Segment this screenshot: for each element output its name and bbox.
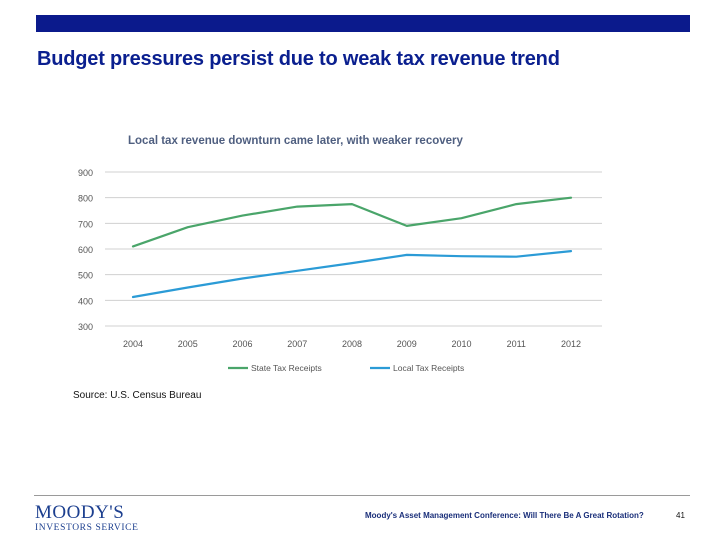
logo-subtitle: INVESTORS SERVICE bbox=[35, 523, 139, 533]
series-lines bbox=[131, 196, 573, 299]
gridlines bbox=[105, 171, 602, 327]
x-tick-label: 2005 bbox=[178, 339, 198, 349]
x-tick-label: 2004 bbox=[123, 339, 143, 349]
footer-conference-text: Moody's Asset Management Conference: Wil… bbox=[365, 511, 644, 520]
x-tick-label: 2009 bbox=[397, 339, 417, 349]
x-axis-ticks: 2004 2005 2006 2007 2008 2009 2010 2011 2012 bbox=[123, 339, 581, 349]
slide-title: Budget pressures persist due to weak tax… bbox=[37, 48, 560, 70]
y-tick-label: 900 bbox=[78, 168, 93, 178]
y-tick-label: 300 bbox=[78, 322, 93, 332]
chart-legend: State Tax Receipts Local Tax Receipts bbox=[228, 363, 464, 373]
y-tick-label: 700 bbox=[78, 219, 93, 229]
series-line-state-tax-receipts bbox=[131, 196, 573, 248]
legend-label: Local Tax Receipts bbox=[393, 363, 464, 373]
source-note: Source: U.S. Census Bureau bbox=[73, 390, 202, 401]
x-tick-label: 2012 bbox=[561, 339, 581, 349]
y-tick-label: 500 bbox=[78, 271, 93, 281]
y-tick-label: 800 bbox=[78, 194, 93, 204]
x-tick-label: 2006 bbox=[232, 339, 252, 349]
x-tick-label: 2010 bbox=[451, 339, 471, 349]
chart-title: Local tax revenue downturn came later, w… bbox=[128, 135, 464, 147]
page-number: 41 bbox=[676, 511, 685, 520]
legend-label: State Tax Receipts bbox=[251, 363, 322, 373]
top-banner-bar bbox=[36, 15, 690, 32]
footer-divider bbox=[34, 495, 690, 496]
logo-name: MOODY'S bbox=[35, 502, 125, 523]
x-tick-label: 2011 bbox=[507, 339, 526, 349]
y-tick-label: 600 bbox=[78, 245, 93, 255]
moodys-logo: MOODY'S INVESTORS SERVICE bbox=[35, 503, 138, 534]
y-axis-ticks: 900 800 700 600 500 400 300 bbox=[78, 168, 93, 332]
x-tick-label: 2008 bbox=[342, 339, 362, 349]
series-line-local-tax-receipts bbox=[131, 250, 573, 299]
y-tick-label: 400 bbox=[78, 296, 93, 306]
x-tick-label: 2007 bbox=[287, 339, 307, 349]
